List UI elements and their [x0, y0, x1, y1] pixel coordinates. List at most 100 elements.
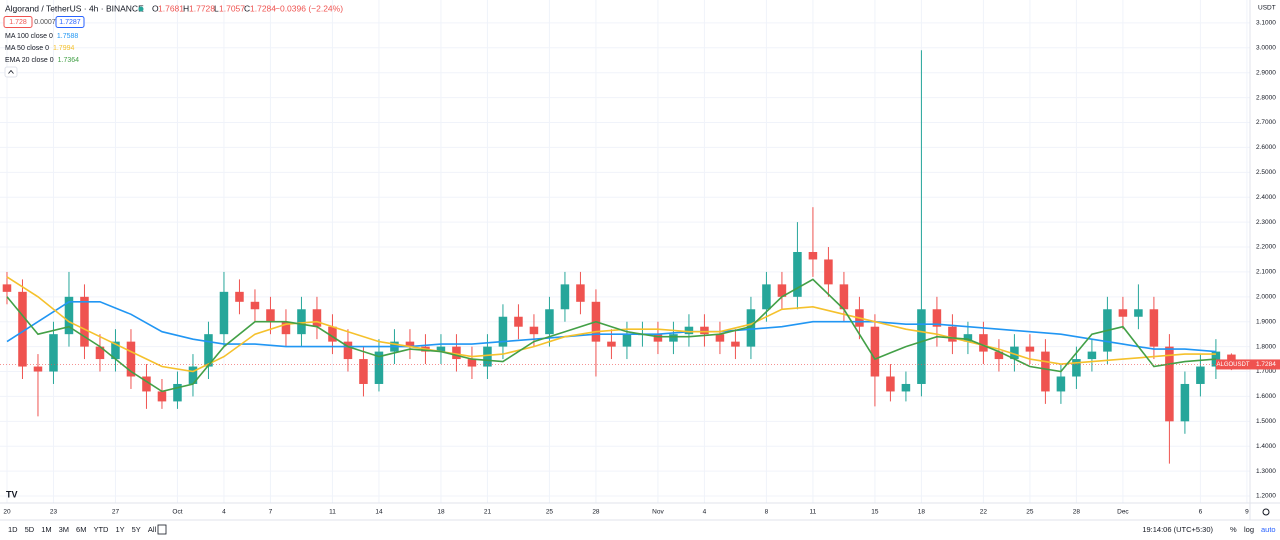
- candle-body: [33, 366, 43, 372]
- candle-body: [514, 316, 523, 327]
- x-tick-label: 11: [810, 509, 817, 516]
- y-tick-label: 1.2000: [1256, 493, 1276, 500]
- legend-name[interactable]: MA 50 close 0: [5, 45, 49, 52]
- price-tag-label: 1.7284: [1256, 361, 1276, 368]
- legend-value: 1.7994: [53, 45, 75, 52]
- candle-body: [777, 284, 787, 297]
- x-tick-label: 15: [871, 509, 879, 516]
- candle-body: [1165, 346, 1174, 422]
- x-tick-label: 18: [918, 509, 926, 516]
- y-tick-label: 2.4000: [1256, 194, 1276, 201]
- x-tick-label: 25: [1026, 509, 1034, 516]
- candle-body: [808, 251, 818, 260]
- symbol-title[interactable]: Algorand / TetherUS · 4h · BINANCE: [5, 3, 144, 13]
- ohlc-c-label: C: [244, 3, 250, 13]
- x-tick-label: Nov: [652, 509, 664, 516]
- legend-name[interactable]: MA 100 close 0: [5, 33, 53, 40]
- x-tick-label: 7: [269, 509, 273, 516]
- candle-body: [111, 341, 120, 360]
- legend-value: 1.7588: [57, 33, 79, 40]
- candle-body: [560, 284, 570, 310]
- ohlc-o-label: O: [152, 3, 159, 13]
- candle-body: [669, 334, 678, 342]
- candle-body: [204, 334, 213, 367]
- ohlc-l-label: L: [214, 3, 219, 13]
- sell-price[interactable]: 1.728: [9, 19, 27, 26]
- indicator-line: [6, 278, 1216, 393]
- candle-body: [95, 346, 105, 360]
- symbol-tag-label: ALGOUSDT: [1216, 362, 1249, 368]
- candle-body: [405, 341, 415, 347]
- x-tick-label: 11: [329, 509, 336, 516]
- y-tick-label: 2.3000: [1256, 219, 1276, 226]
- candle-body: [266, 309, 275, 322]
- collapse-button[interactable]: [4, 66, 18, 78]
- y-tick-label: 3.1000: [1256, 20, 1276, 27]
- candle-body: [979, 334, 988, 352]
- symbol-tag: [1216, 359, 1250, 370]
- x-tick-label: 6: [1199, 509, 1203, 516]
- y-tick-label: 2.2000: [1256, 244, 1276, 251]
- x-tick-label: 14: [375, 509, 383, 516]
- price-unit: USDT: [1258, 5, 1276, 12]
- candle-body: [359, 359, 368, 384]
- candle-body: [653, 334, 663, 342]
- range-button[interactable]: 3M: [59, 525, 69, 534]
- range-button[interactable]: YTD: [93, 525, 109, 534]
- range-button[interactable]: 1M: [41, 525, 51, 534]
- candle-body: [762, 284, 771, 310]
- percent-toggle[interactable]: %: [1230, 525, 1237, 534]
- candle-body: [1211, 351, 1221, 367]
- candle-body: [498, 316, 508, 347]
- candle-body: [436, 346, 446, 352]
- y-tick-label: 1.7000: [1256, 368, 1276, 375]
- ohlc-low: 1.7057: [219, 3, 245, 13]
- candle-body: [467, 359, 477, 367]
- candle-body: [452, 346, 461, 360]
- candle-body: [715, 334, 725, 342]
- candle-body: [1025, 346, 1035, 352]
- candle-body: [886, 376, 895, 392]
- compare-icon[interactable]: [157, 524, 167, 535]
- range-button[interactable]: 1D: [8, 525, 18, 534]
- range-button[interactable]: 6M: [76, 525, 86, 534]
- ohlc-open: 1.7681: [158, 3, 184, 13]
- legend-name[interactable]: EMA 20 close 0: [5, 57, 54, 64]
- candle-body: [142, 376, 151, 392]
- buy-price[interactable]: 1.7287: [59, 19, 81, 26]
- candle-body: [746, 309, 756, 347]
- candle-body: [870, 326, 880, 377]
- range-button[interactable]: All: [148, 525, 157, 534]
- buy-button[interactable]: [55, 16, 85, 28]
- log-toggle[interactable]: log: [1244, 525, 1254, 534]
- candle-body: [529, 326, 539, 335]
- range-button[interactable]: 1Y: [115, 525, 124, 534]
- y-tick-label: 1.6000: [1256, 393, 1276, 400]
- price-tag: [1250, 359, 1280, 370]
- y-tick-label: 2.6000: [1256, 144, 1276, 151]
- collapse-icon: [8, 69, 14, 74]
- legend-value: 1.7364: [58, 57, 80, 64]
- y-tick-label: 2.1000: [1256, 269, 1276, 276]
- settings-icon[interactable]: [1262, 508, 1270, 516]
- x-tick-label: 25: [546, 509, 554, 516]
- candle-body: [483, 346, 492, 367]
- x-tick-label: 20: [3, 509, 11, 516]
- auto-toggle[interactable]: auto: [1261, 525, 1276, 534]
- x-tick-label: 21: [484, 509, 492, 516]
- candle-body: [1087, 351, 1097, 360]
- range-button[interactable]: 5Y: [132, 525, 141, 534]
- candle-body: [824, 259, 833, 285]
- candle-body: [64, 296, 74, 335]
- x-tick-label: 22: [980, 509, 988, 516]
- candle-body: [374, 351, 384, 384]
- candle-body: [312, 309, 322, 327]
- x-tick-label: 8: [765, 509, 769, 516]
- range-button[interactable]: 5D: [25, 525, 35, 534]
- candle-body: [1010, 346, 1019, 360]
- indicator-line: [6, 301, 1216, 353]
- candle-body: [49, 334, 58, 372]
- sell-button[interactable]: [3, 16, 33, 28]
- candle-body: [622, 334, 632, 347]
- x-tick-label: 23: [50, 509, 58, 516]
